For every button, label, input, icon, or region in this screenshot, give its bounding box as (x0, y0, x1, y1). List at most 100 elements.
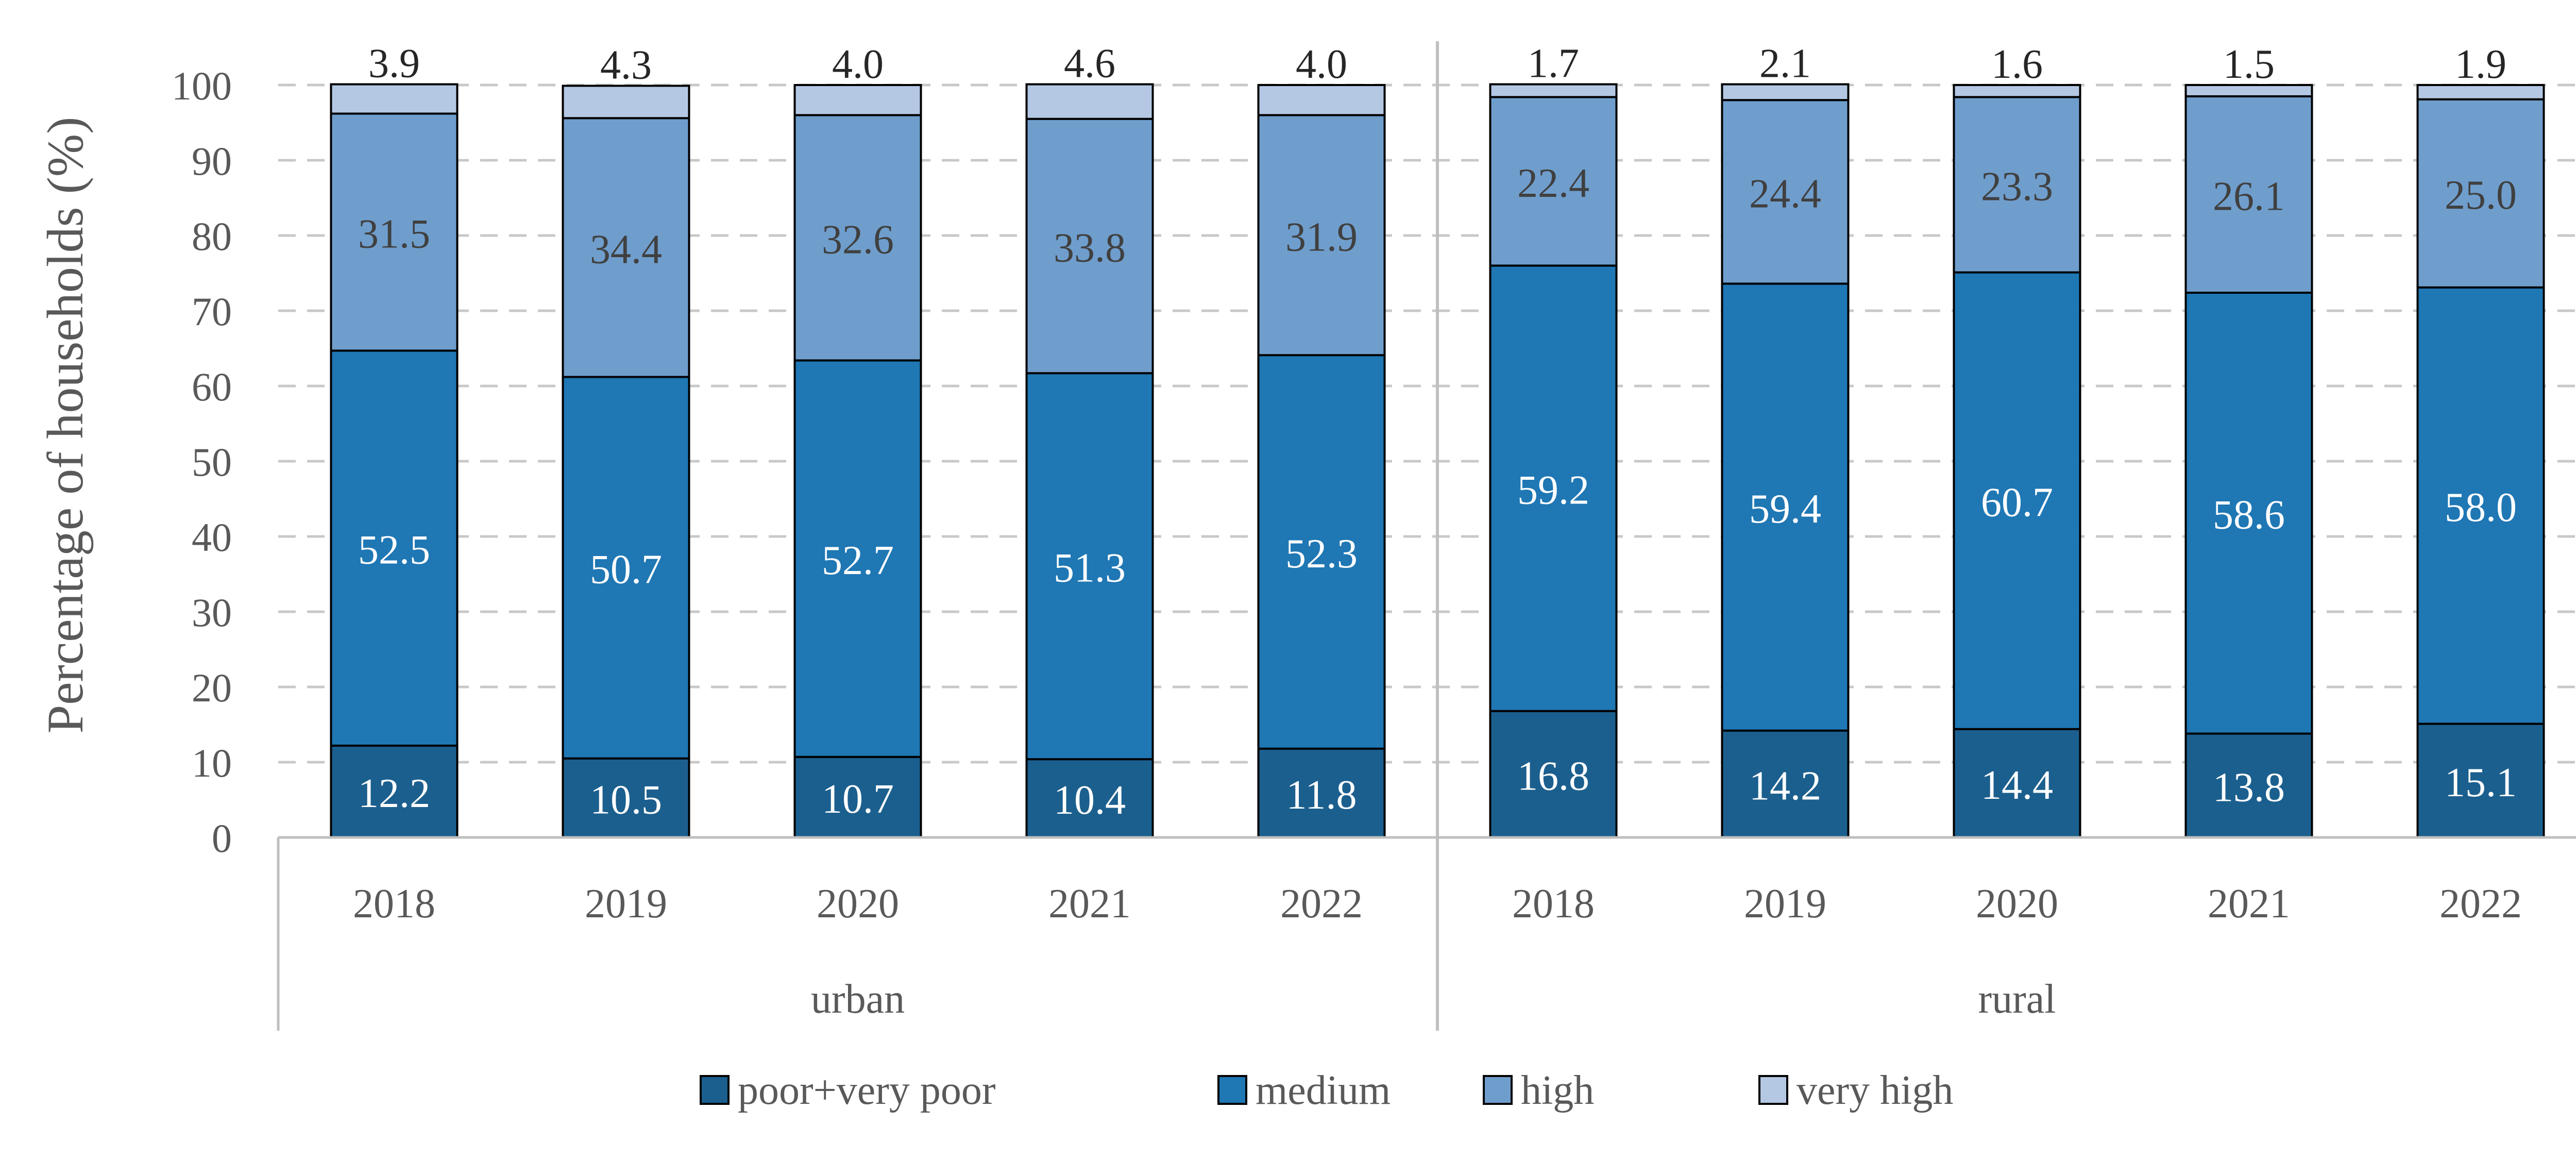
y-tick-label: 90 (192, 139, 232, 183)
y-tick-label: 60 (192, 364, 232, 409)
data-label: 59.2 (1517, 468, 1589, 513)
data-labels: 12.2 52.5 31.5 3.9 10.5 50.7 34.4 4.3 10.7 52.7 32… (358, 41, 2517, 824)
group-label: rural (1978, 977, 2056, 1022)
legend: poor+very poor medium high very high (700, 1068, 1953, 1113)
data-label: 33.8 (1054, 225, 1126, 271)
legend-label: high (1521, 1068, 1594, 1113)
bar-segment (793, 84, 922, 116)
data-label: 14.2 (1749, 763, 1821, 809)
data-label: 34.4 (590, 227, 662, 272)
bar-segment (793, 114, 922, 362)
data-label: 4.0 (1296, 42, 1347, 87)
data-label: 4.0 (832, 42, 884, 87)
x-tick-label: 2020 (1976, 881, 2058, 927)
data-label: 1.7 (1528, 41, 1579, 87)
bars (330, 83, 2545, 839)
data-label: 16.8 (1517, 753, 1589, 799)
bar-segment (1025, 758, 1154, 839)
y-tick-label: 80 (192, 214, 232, 259)
x-tick-label: 2022 (2439, 881, 2522, 927)
bar-segment (1489, 710, 1618, 838)
bar-segment (562, 757, 690, 838)
data-label: 58.0 (2445, 485, 2517, 530)
bar-segment (1025, 83, 1154, 120)
bar-segment (1953, 84, 2081, 98)
y-tick-label: 20 (192, 665, 232, 710)
x-tick-label: 2021 (2208, 881, 2290, 927)
bar-segment (330, 349, 459, 747)
data-label: 2.1 (1759, 41, 1811, 87)
y-tick-label: 10 (192, 741, 232, 785)
bar-segment (1025, 372, 1154, 761)
x-tick-label: 2019 (585, 881, 667, 927)
data-label: 3.9 (368, 41, 420, 87)
x-tick-label: 2019 (1744, 881, 1826, 927)
data-label: 11.8 (1286, 772, 1357, 818)
y-tick-label: 70 (192, 289, 232, 334)
data-label: 14.4 (1981, 763, 2053, 808)
x-tick-label: 2020 (817, 881, 899, 927)
data-label: 52.3 (1285, 531, 1358, 577)
legend-label: poor+very poor (738, 1068, 996, 1113)
data-label: 1.5 (2223, 42, 2275, 87)
bar-segment (1489, 83, 1618, 98)
data-label: 60.7 (1981, 480, 2053, 526)
bar-segment (1721, 282, 1850, 732)
y-axis-ticks: 0 10 20 30 40 50 60 70 80 90 100 (172, 63, 232, 861)
data-label: 24.4 (1749, 171, 1821, 216)
group-label: urban (811, 977, 905, 1022)
bar-segment (2184, 84, 2313, 97)
data-label: 32.6 (822, 217, 894, 262)
bar-segment (2416, 84, 2545, 100)
data-label: 31.5 (358, 211, 430, 257)
data-label: 4.3 (600, 42, 652, 88)
bar-segment (330, 744, 459, 838)
data-label: 25.0 (2445, 173, 2517, 218)
data-label: 23.3 (1981, 164, 2053, 209)
bar-segment (1953, 96, 2081, 274)
bar-segment (562, 376, 690, 760)
data-label: 59.4 (1749, 486, 1821, 532)
data-label: 10.4 (1054, 778, 1126, 823)
bar-segment (1489, 96, 1618, 267)
bar-segment (2416, 286, 2545, 725)
data-label: 52.7 (822, 538, 894, 583)
data-label: 13.8 (2213, 765, 2285, 810)
bar-segment (330, 83, 459, 115)
legend-label: medium (1256, 1068, 1391, 1113)
legend-swatch (1758, 1075, 1788, 1105)
x-axis: 2018 2019 2020 2021 2022 urban 2018 2019 2020 202… (277, 41, 2576, 1031)
y-tick-label: 100 (172, 63, 232, 108)
bar-segment (1953, 728, 2081, 839)
y-tick-label: 50 (192, 440, 232, 484)
bar-segment (2416, 98, 2545, 289)
legend-swatch (1483, 1075, 1513, 1105)
bar-segment (1257, 84, 1386, 116)
bar-segment (1721, 729, 1850, 839)
bar-segment (562, 85, 690, 120)
x-tick-label: 2021 (1048, 881, 1131, 927)
data-label: 22.4 (1517, 161, 1589, 206)
legend-swatch (1217, 1075, 1247, 1105)
data-label: 50.7 (590, 547, 662, 593)
data-label: 31.9 (1285, 214, 1358, 260)
data-label: 58.6 (2213, 493, 2285, 538)
data-label: 1.6 (1991, 42, 2043, 87)
data-label: 15.1 (2445, 760, 2517, 805)
data-label: 10.5 (590, 777, 662, 822)
bar-segment (1489, 264, 1618, 712)
bar-segment (2184, 291, 2313, 735)
data-label: 52.5 (358, 528, 430, 573)
data-label: 26.1 (2213, 174, 2285, 219)
bar-segment (330, 112, 459, 352)
data-label: 4.6 (1064, 41, 1115, 87)
y-tick-label: 30 (192, 590, 232, 635)
data-label: 1.9 (2455, 42, 2506, 87)
data-label: 10.7 (822, 777, 894, 822)
x-tick-label: 2018 (1512, 881, 1595, 927)
bar-segment (1721, 83, 1850, 102)
x-tick-label: 2018 (353, 881, 435, 927)
bar-segment (1257, 354, 1386, 750)
